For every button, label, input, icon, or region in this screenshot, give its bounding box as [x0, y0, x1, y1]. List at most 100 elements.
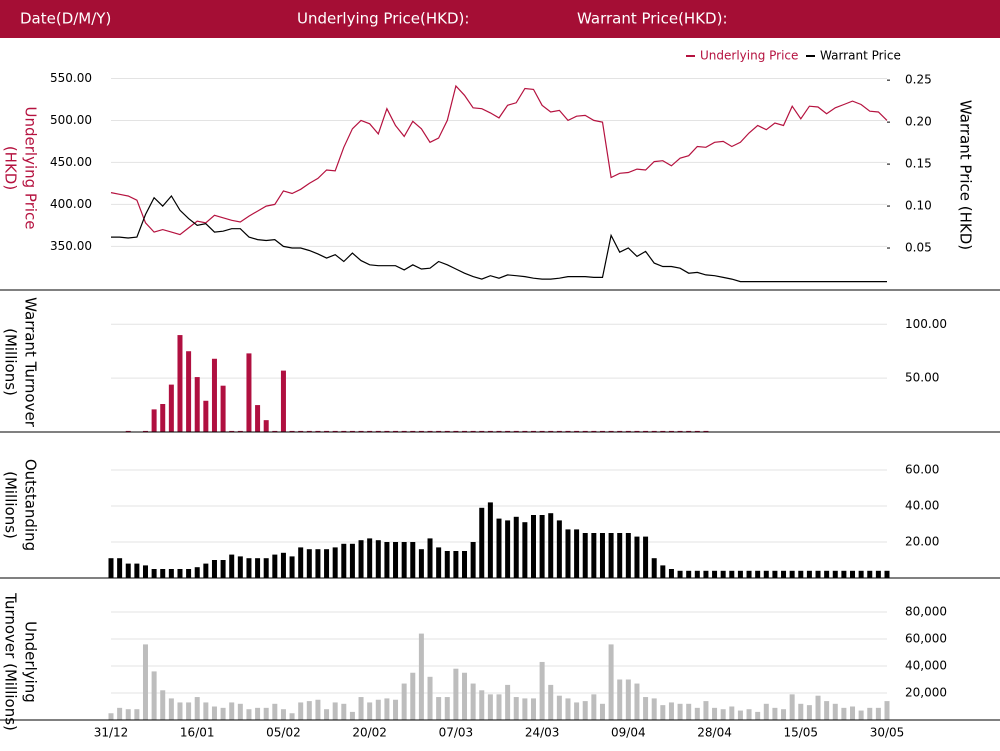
bar [272, 703, 278, 720]
bar [548, 430, 554, 432]
bar [625, 679, 631, 720]
bar [367, 538, 373, 578]
bar [539, 430, 545, 432]
bar [703, 701, 709, 720]
bar [203, 563, 209, 578]
bar [746, 709, 752, 720]
bar [134, 709, 140, 720]
bar [367, 702, 373, 720]
bar [720, 709, 726, 720]
y-axis-label: Turnover (Millions) [2, 592, 20, 731]
bar [522, 522, 528, 578]
bar [806, 570, 812, 578]
bar [798, 570, 804, 578]
y2-axis-label: Warrant Price (HKD) [957, 100, 975, 250]
bar [246, 558, 252, 578]
bar [470, 430, 476, 432]
legend-label: Underlying Price [700, 49, 798, 63]
y-tick-label: 40.00 [905, 499, 939, 513]
y-tick-label: 500.00 [50, 113, 92, 127]
y-axis-label: Warrant Turnover [22, 297, 40, 428]
bar [151, 671, 157, 720]
bar [151, 409, 157, 432]
bar [772, 707, 778, 720]
bar [763, 703, 769, 720]
bar [505, 430, 511, 432]
bar [617, 679, 623, 720]
bar [306, 549, 312, 578]
bar [194, 567, 200, 578]
y-axis-label: (Millions) [2, 471, 20, 539]
bar [272, 554, 278, 578]
bar [324, 549, 330, 578]
x-tick-label: 16/01 [180, 726, 215, 740]
bar [487, 694, 493, 720]
bar [315, 699, 321, 720]
bar [677, 570, 683, 578]
bar [729, 570, 735, 578]
y-tick-label: 350.00 [50, 239, 92, 253]
bar [470, 542, 476, 578]
bar [462, 672, 468, 720]
y-tick-label: 20.00 [905, 535, 939, 549]
bar [634, 430, 640, 432]
y2-tick-label: 0.15 [905, 157, 932, 171]
y-tick-label: 20,000 [905, 685, 947, 699]
bar [229, 554, 235, 578]
bar [867, 570, 873, 578]
bar [884, 701, 890, 720]
bar [651, 698, 657, 720]
bar [487, 502, 493, 578]
bar [789, 570, 795, 578]
bar [772, 570, 778, 578]
bar [220, 707, 226, 720]
bar [487, 430, 493, 432]
bar [410, 542, 416, 578]
bar [505, 684, 511, 720]
bar [789, 694, 795, 720]
bar [875, 707, 881, 720]
bar [625, 430, 631, 432]
bar [556, 430, 562, 432]
bar [401, 430, 407, 432]
bar [298, 547, 304, 578]
bar [125, 430, 131, 432]
bar [160, 690, 166, 720]
bar [186, 702, 192, 720]
bar [220, 385, 226, 432]
bar [358, 430, 364, 432]
bar [436, 430, 442, 432]
bar [341, 430, 347, 432]
x-tick-label: 28/04 [697, 726, 732, 740]
bar [375, 699, 381, 720]
bar [539, 661, 545, 720]
bar [694, 430, 700, 432]
bar [151, 569, 157, 578]
y2-tick-label: 0.20 [905, 115, 932, 129]
bar [211, 706, 217, 720]
bar [168, 569, 174, 578]
y-tick-label: 400.00 [50, 197, 92, 211]
bar [651, 430, 657, 432]
bar [505, 520, 511, 578]
bar [806, 705, 812, 720]
bar [186, 569, 192, 578]
bar [229, 702, 235, 720]
bar [522, 430, 528, 432]
bar [513, 697, 519, 720]
bar [375, 540, 381, 578]
bar [530, 698, 536, 720]
bar [720, 570, 726, 578]
bar [565, 430, 571, 432]
bar [203, 702, 209, 720]
bar [384, 430, 390, 432]
bar [617, 533, 623, 578]
bar [237, 703, 243, 720]
bar [858, 570, 864, 578]
bar [755, 570, 761, 578]
y-tick-label: 80,000 [905, 604, 947, 618]
bar [349, 711, 355, 720]
x-tick-label: 09/04 [611, 726, 646, 740]
bar [298, 702, 304, 720]
x-tick-label: 05/02 [266, 726, 301, 740]
